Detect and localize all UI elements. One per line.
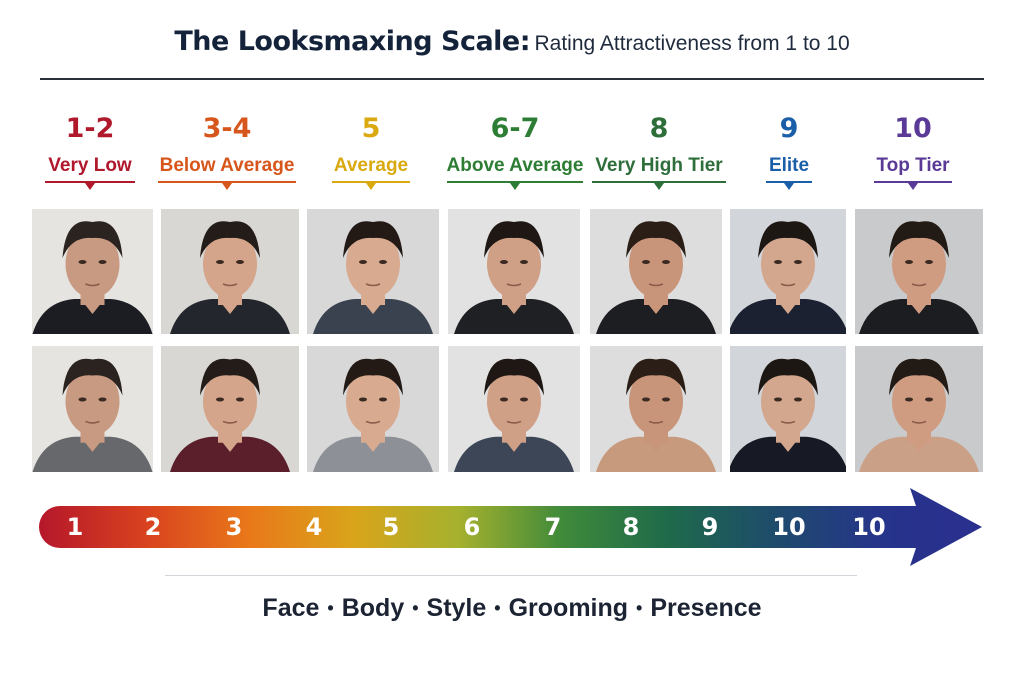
- tier-label: Elite: [768, 155, 810, 176]
- tier-header: 6-7 Above Average: [430, 112, 600, 190]
- portrait-photo: [590, 209, 722, 334]
- title-divider: [40, 78, 984, 80]
- scale-number: 9: [701, 513, 719, 541]
- footer-separator: •: [327, 598, 334, 618]
- tier-underline: [592, 181, 726, 183]
- tier-pointer: [85, 183, 95, 190]
- footer-categories: Face • Body • Style • Grooming • Presence: [0, 594, 1024, 623]
- footer-item: Body: [341, 594, 405, 622]
- tier-label: Very Low: [48, 155, 132, 176]
- portrait-photo: [32, 346, 153, 472]
- tier-score: 3-4: [202, 113, 252, 144]
- tier-score: 1-2: [65, 113, 115, 144]
- scale-number: 7: [544, 513, 562, 541]
- tier-label: Top Tier: [876, 155, 950, 176]
- tier-pointer: [654, 183, 664, 190]
- portrait-photo: [730, 209, 846, 334]
- tier-label: Below Average: [159, 155, 295, 176]
- portrait-photo: [855, 209, 983, 334]
- scale-number: 1: [66, 513, 84, 541]
- title-main: The Looksmaxing Scale:: [174, 26, 531, 57]
- scale-number: 10: [772, 513, 806, 541]
- tier-underline: [45, 181, 135, 183]
- scale-number: 8: [622, 513, 640, 541]
- tier-label: Average: [333, 155, 409, 176]
- tier-pointer: [222, 183, 232, 190]
- tier-header: 8 Very High Tier: [574, 112, 744, 190]
- tier-score: 9: [779, 113, 799, 144]
- tier-score: 5: [361, 113, 381, 144]
- portrait-photo: [448, 346, 580, 472]
- scale-number: 2: [144, 513, 162, 541]
- portrait-photo: [307, 209, 439, 334]
- tier-underline: [874, 181, 952, 183]
- portrait-photo: [730, 346, 846, 472]
- footer-separator: •: [412, 598, 419, 618]
- footer-item: Style: [426, 594, 487, 622]
- tier-underline: [447, 181, 583, 183]
- footer-item: Presence: [650, 594, 762, 622]
- tier-pointer: [784, 183, 794, 190]
- tier-header: 10 Top Tier: [828, 112, 998, 190]
- tier-header: 3-4 Below Average: [142, 112, 312, 190]
- scale-number: 10: [852, 513, 886, 541]
- tier-score: 8: [649, 113, 669, 144]
- portrait-photo: [855, 346, 983, 472]
- tier-pointer: [510, 183, 520, 190]
- tier-pointer: [366, 183, 376, 190]
- title-subtitle: Rating Attractiveness from 1 to 10: [534, 32, 850, 55]
- portrait-photo: [448, 209, 580, 334]
- footer-divider: [165, 575, 857, 576]
- tier-header: 1-2 Very Low: [5, 112, 175, 190]
- footer-separator: •: [636, 598, 643, 618]
- scale-number: 6: [463, 513, 481, 541]
- footer-separator: •: [494, 598, 501, 618]
- scale-bar-arrow: [39, 488, 982, 566]
- tier-header: 9 Elite: [704, 112, 874, 190]
- tier-label: Above Average: [446, 155, 584, 176]
- tier-score: 10: [894, 113, 932, 144]
- scale-number: 5: [382, 513, 400, 541]
- tier-pointer: [908, 183, 918, 190]
- portrait-photo: [590, 346, 722, 472]
- tier-label: Very High Tier: [595, 155, 723, 176]
- tier-underline: [766, 181, 812, 183]
- page-title: The Looksmaxing Scale: Rating Attractive…: [0, 26, 1024, 57]
- portrait-photo: [161, 209, 299, 334]
- scale-bar: 1 2 3 4 5 6 7 8 9 10 10: [38, 488, 986, 571]
- tier-underline: [332, 181, 410, 183]
- scale-bar-shape: [39, 488, 982, 566]
- footer-item: Grooming: [508, 594, 629, 622]
- tier-header: 5 Average: [286, 112, 456, 190]
- scale-number: 3: [225, 513, 243, 541]
- portrait-photo: [161, 346, 299, 472]
- portrait-photo: [307, 346, 439, 472]
- tier-score: 6-7: [490, 113, 540, 144]
- footer-item: Face: [262, 594, 320, 622]
- portrait-photo: [32, 209, 153, 334]
- tier-underline: [158, 181, 296, 183]
- scale-number: 4: [305, 513, 323, 541]
